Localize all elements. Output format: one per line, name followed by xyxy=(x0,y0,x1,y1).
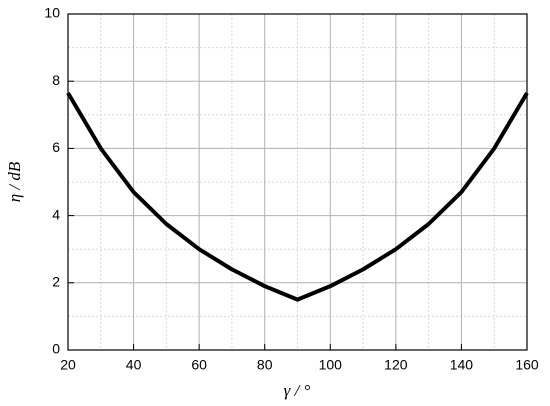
data-line xyxy=(66,91,529,302)
plot-frame xyxy=(67,13,528,351)
x-tick-label: 20 xyxy=(60,357,76,373)
x-axis-title: γ / ° xyxy=(284,381,311,400)
x-tick-label: 40 xyxy=(126,357,142,373)
y-axis-title: η / dB xyxy=(5,161,24,202)
y-tick-label: 2 xyxy=(52,274,60,290)
x-tick-label: 120 xyxy=(384,357,408,373)
y-tick-label: 8 xyxy=(52,72,60,88)
y-tick-label: 6 xyxy=(52,139,60,155)
x-tick-label: 160 xyxy=(515,357,539,373)
y-tick-label: 0 xyxy=(52,341,60,357)
y-tick-label: 10 xyxy=(44,5,60,21)
x-tick-label: 80 xyxy=(257,357,273,373)
x-tick-label: 60 xyxy=(191,357,207,373)
x-tick-label: 100 xyxy=(319,357,343,373)
y-tick-label: 4 xyxy=(52,206,60,222)
x-tick-label: 140 xyxy=(450,357,474,373)
